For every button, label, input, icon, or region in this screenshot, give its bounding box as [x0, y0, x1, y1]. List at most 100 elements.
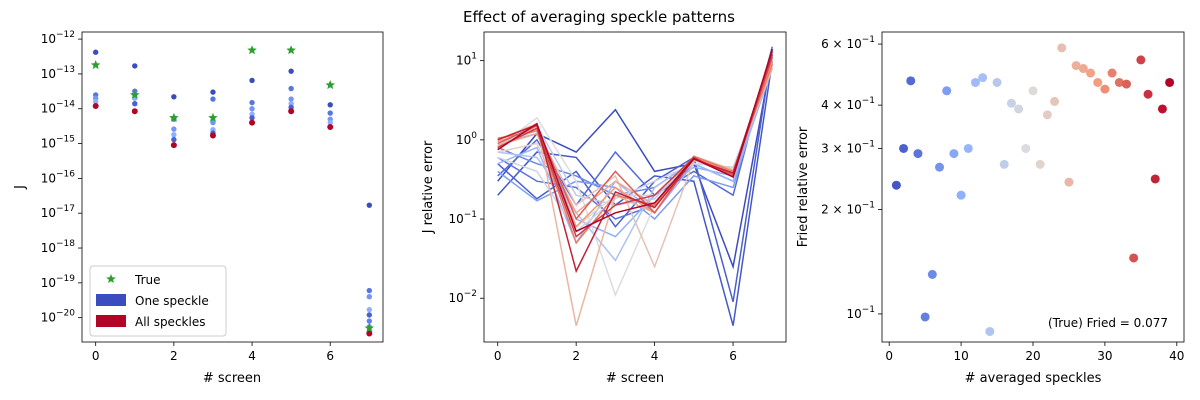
speckle-point	[249, 99, 255, 106]
fried-error-point	[1093, 77, 1103, 87]
fried-error-point	[1107, 68, 1117, 78]
fried-error-point	[1150, 174, 1160, 184]
x-tick-label: 4	[248, 349, 256, 363]
all-speckles-point	[249, 119, 256, 126]
x-tick-label: 0	[885, 349, 893, 363]
y-tick-label: 10−12	[41, 30, 75, 46]
speckle-point	[249, 115, 255, 121]
x-tick-label: 10	[953, 349, 968, 363]
fried-error-point	[1042, 110, 1052, 120]
figure-title: Effect of averaging speckle patterns	[463, 8, 735, 26]
all-speckles-point	[131, 108, 138, 115]
legend-one-speckle-patch	[96, 294, 126, 306]
fried-error-point	[899, 143, 909, 153]
y-tick-label: 2 × 10−1	[821, 201, 875, 217]
true-value-star	[208, 112, 218, 122]
speckle-point	[210, 119, 216, 126]
y-tick-label: 10−15	[41, 135, 75, 151]
fried-error-point	[949, 149, 959, 159]
speckle-point	[171, 94, 177, 100]
y-tick-label: 10−17	[41, 204, 75, 220]
fried-error-point	[1121, 79, 1131, 89]
y-tick-label: 101	[456, 52, 477, 68]
speckle-point	[249, 77, 255, 84]
speckle-point	[288, 85, 294, 92]
x-axis-label: # averaged speckles	[965, 371, 1102, 386]
fried-error-point	[913, 149, 923, 159]
fried-error-point	[1021, 143, 1031, 153]
fried-error-point	[992, 77, 1002, 87]
error-series-line	[497, 48, 774, 233]
x-tick-label: 0	[92, 349, 100, 363]
true-value-star	[247, 45, 257, 55]
fried-error-point	[1114, 77, 1124, 87]
panel-fried-error: 0 10 20 30 40 10−1 2 × 10−1 3 × 10−1 4 × 10−1 6 ×…	[796, 31, 1184, 386]
fried-error-point	[1165, 77, 1175, 87]
speckle-point	[171, 131, 177, 138]
speckle-point	[288, 96, 294, 102]
y-tick-label: 10−1	[846, 305, 875, 321]
x-tick-label: 20	[1025, 349, 1040, 363]
y-axis-label: J relative error	[421, 140, 436, 234]
y-tick-label: 10−16	[41, 169, 76, 185]
speckle-point	[210, 89, 216, 95]
y-tick-label: 10−19	[41, 274, 76, 290]
speckle-point	[366, 202, 373, 208]
error-series-line	[497, 54, 774, 238]
fried-error-point	[1143, 89, 1153, 99]
legend: True One speckle All speckles	[89, 265, 227, 337]
true-value-star	[364, 323, 375, 333]
error-series-line	[497, 68, 774, 245]
speckle-point	[327, 119, 333, 126]
legend-true-star-icon	[106, 274, 116, 283]
speckle-point	[366, 293, 373, 300]
y-tick-label: 10−2	[448, 289, 477, 305]
axes-frame	[483, 31, 787, 343]
true-value-star	[130, 89, 140, 99]
y-tick-label: 4 × 10−1	[821, 96, 875, 112]
speckle-point	[327, 110, 333, 116]
all-speckles-point	[92, 102, 99, 109]
y-tick-label: 10−18	[41, 239, 76, 255]
fried-error-point	[920, 312, 930, 322]
panel-relative-error: 0 2 4 6 10−2 10−1 100 101 # screen J relative e…	[421, 31, 787, 386]
error-series-line	[497, 68, 773, 326]
true-value-star	[90, 60, 101, 70]
x-tick-label: 6	[326, 349, 334, 363]
y-tick-label: 10−14	[41, 100, 76, 116]
y-tick-label: 3 × 10−1	[821, 139, 875, 155]
x-tick-label: 6	[729, 349, 737, 363]
axes-frame	[81, 31, 384, 343]
fried-error-point	[1028, 86, 1038, 96]
y-axis-label: J	[13, 185, 28, 190]
all-speckles-point	[209, 132, 216, 139]
speckle-point	[327, 102, 333, 108]
fried-error-point	[1086, 68, 1096, 78]
fried-error-point	[970, 77, 980, 87]
y-tick-label: 10−1	[448, 210, 477, 226]
y-axis-label: Fried relative error	[796, 126, 811, 247]
legend-true-label: True	[134, 273, 161, 287]
legend-one-speckle-label: One speckle	[135, 294, 209, 308]
speckle-point	[210, 96, 216, 102]
fried-error-point	[942, 86, 952, 96]
speckle-point	[366, 306, 373, 313]
fried-error-point	[935, 162, 945, 172]
all-speckles-point	[288, 108, 295, 115]
speckle-point	[366, 312, 373, 318]
x-tick-label: 0	[494, 349, 502, 363]
speckle-point	[132, 100, 138, 107]
fried-error-point	[1035, 159, 1045, 169]
speckle-point	[92, 98, 99, 105]
true-fried-annotation: (True) Fried = 0.077	[1048, 316, 1168, 330]
y-tick-label: 100	[456, 131, 477, 147]
x-tick-label: 40	[1169, 349, 1184, 363]
y-tick-label: 10−13	[41, 65, 75, 81]
x-axis-label: # screen	[203, 371, 261, 386]
legend-all-speckles-patch	[96, 315, 126, 327]
fried-error-point	[1006, 98, 1016, 108]
legend-all-speckles-label: All speckles	[135, 315, 205, 329]
speckle-point	[366, 318, 373, 324]
all-speckles-point	[170, 142, 177, 149]
